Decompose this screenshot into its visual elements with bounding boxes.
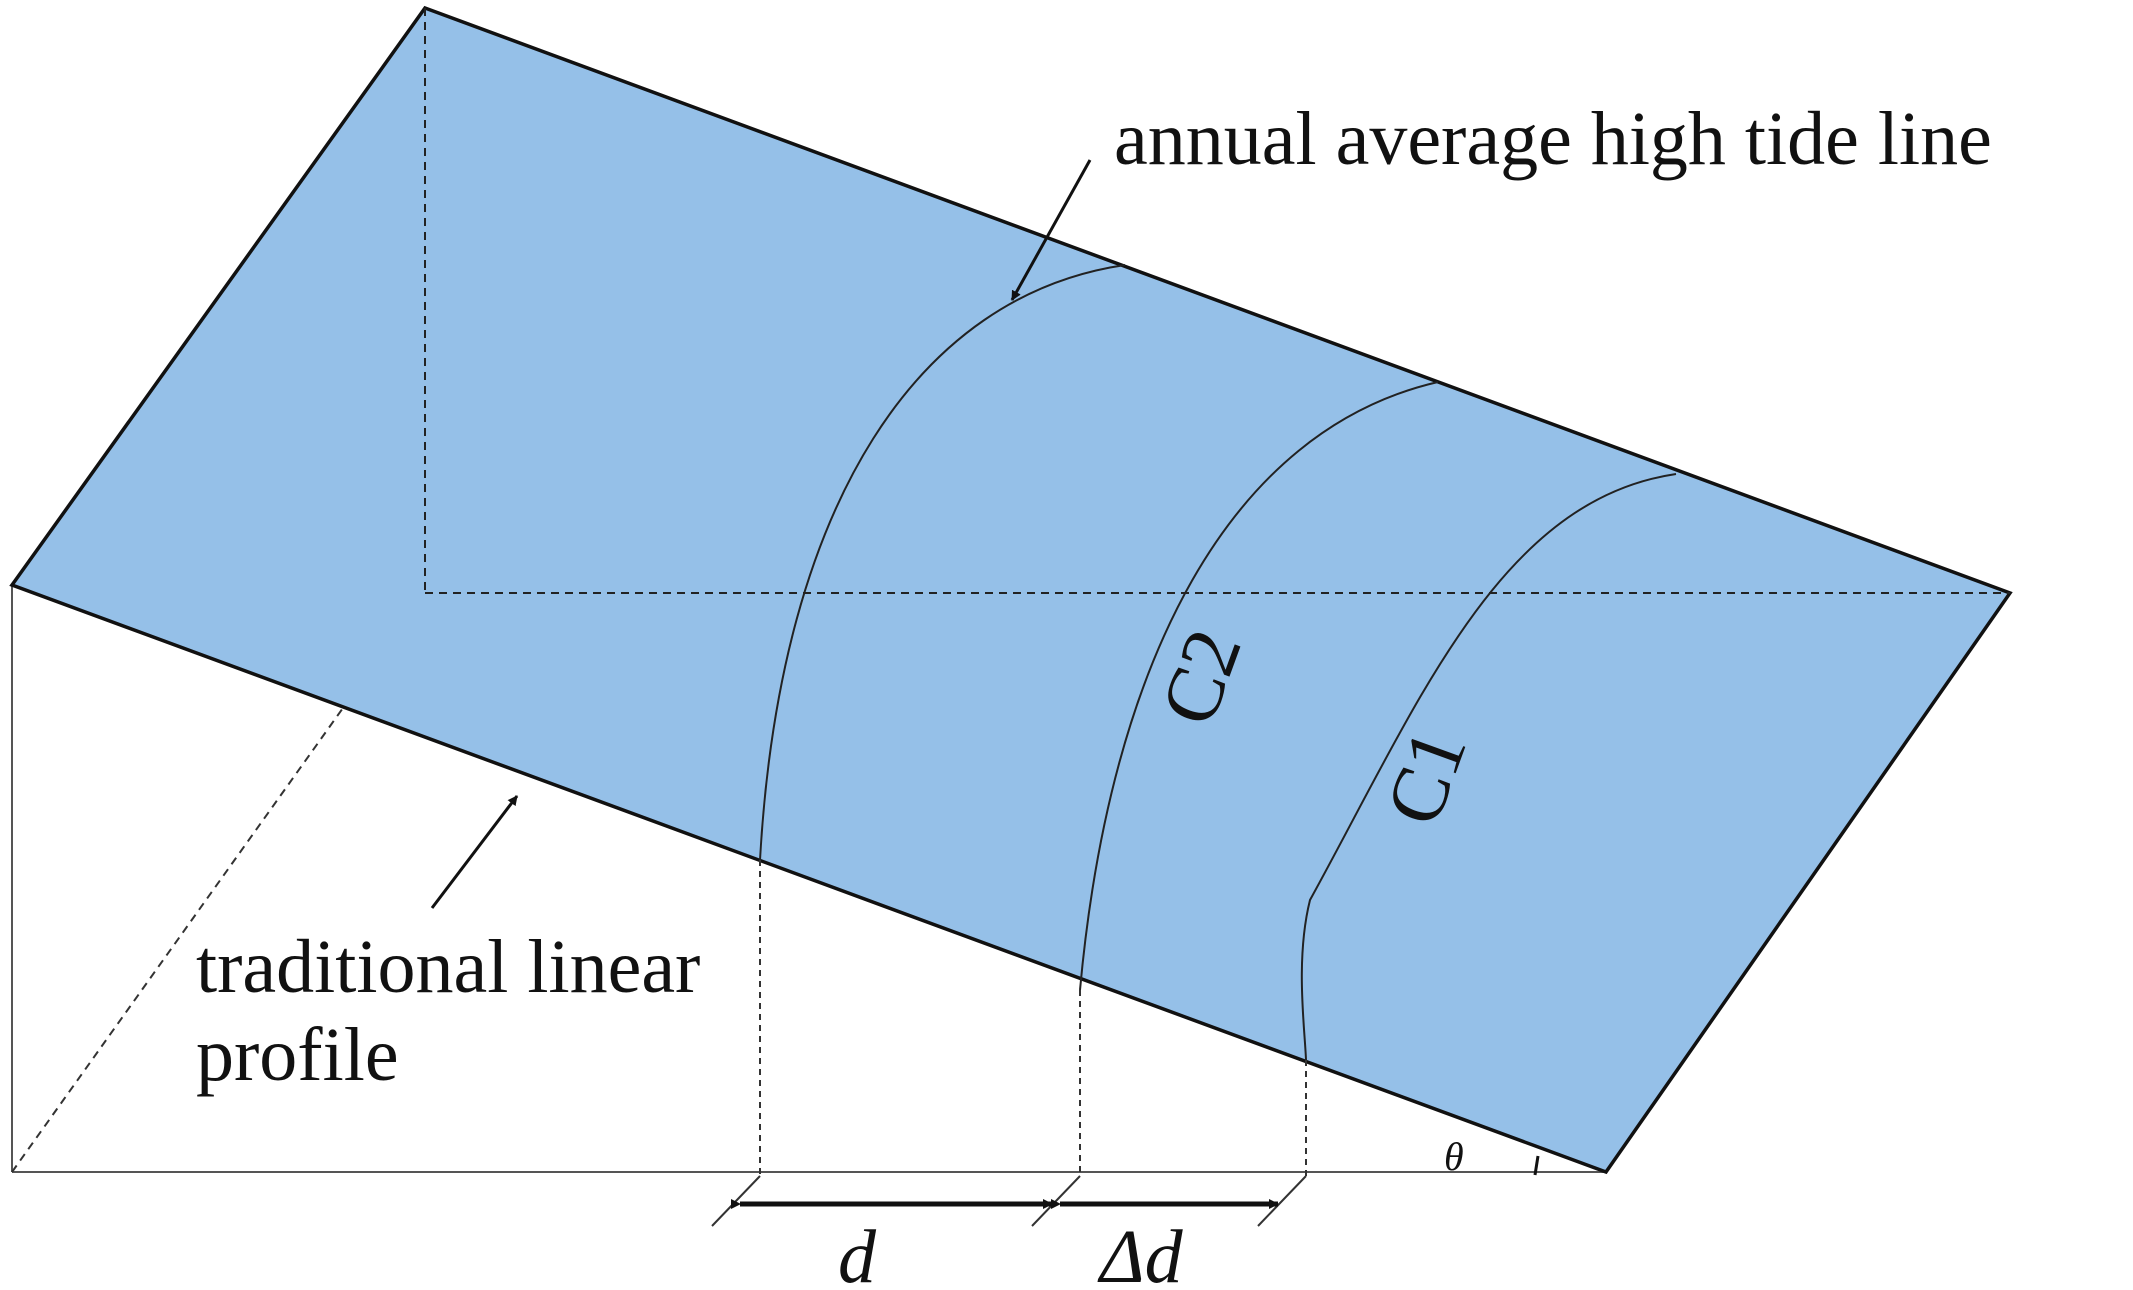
distance-d-label: d: [838, 1215, 877, 1290]
curve-c1: [1300, 473, 1677, 1061]
high-tide-curve: [759, 264, 1126, 861]
linear-profile-label-line2: profile: [196, 1013, 399, 1097]
beach-surface: [9, 5, 2013, 1175]
linear-profile-pointer-arrow: [430, 795, 519, 909]
angle-tick: [1533, 1155, 1540, 1176]
curve-c2: [1079, 381, 1439, 991]
distance-delta-d-label: Δd: [1097, 1215, 1184, 1290]
high-tide-pointer-arrow: [1010, 159, 1092, 301]
angle-label: θ: [1444, 1134, 1464, 1179]
dim-tick-3: [1257, 1175, 1307, 1227]
high-tide-label: annual average high tide line: [1114, 97, 1992, 181]
dim-tick-1: [711, 1175, 761, 1227]
dim-tick-2: [1031, 1175, 1081, 1227]
linear-profile-label-line1: traditional linear: [196, 925, 700, 1009]
